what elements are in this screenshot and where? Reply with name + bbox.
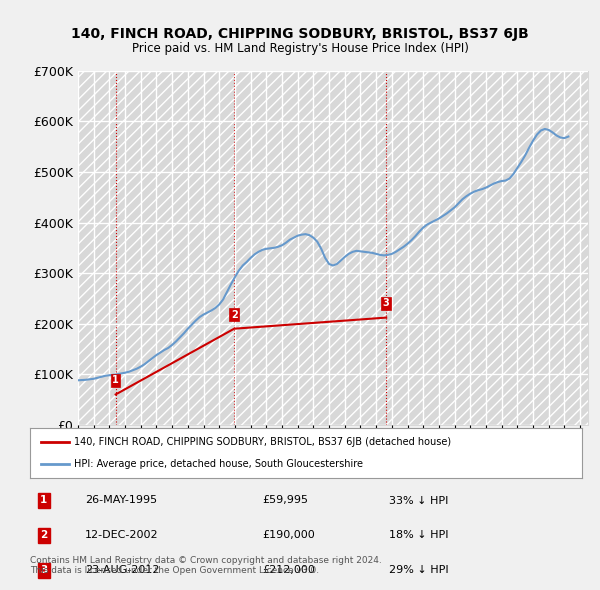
Text: £212,000: £212,000 (262, 565, 315, 575)
Text: 23-AUG-2012: 23-AUG-2012 (85, 565, 160, 575)
Text: 1: 1 (112, 375, 119, 385)
Text: 26-MAY-1995: 26-MAY-1995 (85, 496, 157, 506)
Text: £190,000: £190,000 (262, 530, 314, 540)
Text: 3: 3 (383, 299, 389, 309)
Text: £59,995: £59,995 (262, 496, 308, 506)
Text: HPI: Average price, detached house, South Gloucestershire: HPI: Average price, detached house, Sout… (74, 459, 363, 469)
Text: 18% ↓ HPI: 18% ↓ HPI (389, 530, 448, 540)
Text: 140, FINCH ROAD, CHIPPING SODBURY, BRISTOL, BS37 6JB: 140, FINCH ROAD, CHIPPING SODBURY, BRIST… (71, 27, 529, 41)
Text: 140, FINCH ROAD, CHIPPING SODBURY, BRISTOL, BS37 6JB (detached house): 140, FINCH ROAD, CHIPPING SODBURY, BRIST… (74, 437, 451, 447)
Text: 3: 3 (40, 565, 47, 575)
Text: 12-DEC-2002: 12-DEC-2002 (85, 530, 159, 540)
Text: Contains HM Land Registry data © Crown copyright and database right 2024.
This d: Contains HM Land Registry data © Crown c… (30, 556, 382, 575)
Text: 33% ↓ HPI: 33% ↓ HPI (389, 496, 448, 506)
Text: 2: 2 (231, 310, 238, 320)
Text: 1: 1 (40, 496, 47, 506)
Text: Price paid vs. HM Land Registry's House Price Index (HPI): Price paid vs. HM Land Registry's House … (131, 42, 469, 55)
Text: 2: 2 (40, 530, 47, 540)
Text: 29% ↓ HPI: 29% ↓ HPI (389, 565, 448, 575)
